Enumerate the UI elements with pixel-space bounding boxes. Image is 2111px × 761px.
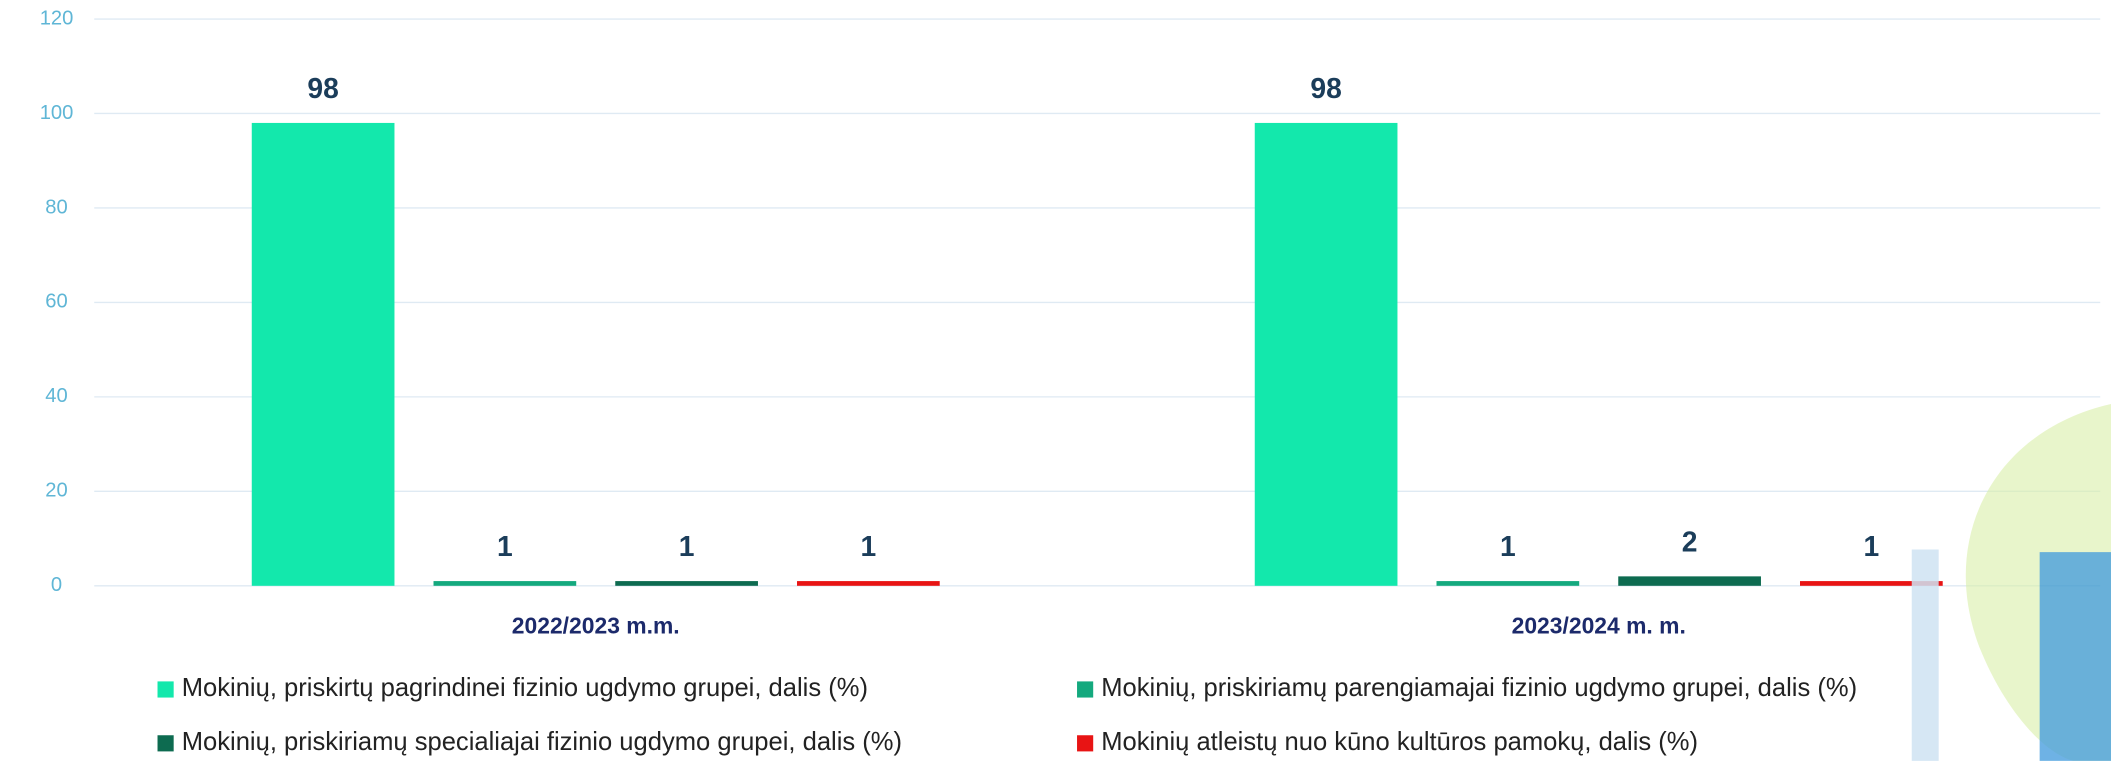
bar xyxy=(433,581,577,586)
x-tick-label: 2022/2023 m.m. xyxy=(512,613,680,639)
bar xyxy=(1800,581,1943,586)
legend-label: Mokinių atleistų nuo kūno kultūros pamok… xyxy=(1101,728,1698,756)
data-label: 1 xyxy=(679,530,695,562)
data-label: 98 xyxy=(307,72,338,104)
x-tick-label: 2023/2024 m. m. xyxy=(1512,613,1686,639)
bar xyxy=(1436,581,1580,586)
data-label: 1 xyxy=(1500,530,1516,562)
bar xyxy=(797,581,940,586)
legend-swatch xyxy=(1077,735,1094,752)
data-label: 1 xyxy=(497,530,513,562)
data-label: 1 xyxy=(860,530,876,562)
bar xyxy=(615,581,758,586)
y-tick-label: 120 xyxy=(40,7,74,29)
legend-swatch xyxy=(157,735,174,752)
legend-label: Mokinių, priskiriamų parengiamajai fizin… xyxy=(1101,674,1857,702)
bar xyxy=(251,122,395,586)
legend-swatch xyxy=(1077,681,1094,698)
bar xyxy=(1618,576,1761,586)
y-tick-label: 60 xyxy=(45,291,67,313)
y-tick-label: 0 xyxy=(51,574,62,596)
y-tick-label: 100 xyxy=(40,102,74,124)
data-label: 2 xyxy=(1682,526,1698,558)
bar xyxy=(1254,122,1398,586)
logo-decoration xyxy=(1911,404,2111,761)
legend-label: Mokinių, priskiriamų specialiajai fizini… xyxy=(182,728,902,756)
y-tick-label: 20 xyxy=(45,480,67,502)
data-label: 1 xyxy=(1863,530,1879,562)
data-label: 98 xyxy=(1310,72,1341,104)
y-tick-label: 40 xyxy=(45,385,67,407)
legend-swatch xyxy=(157,681,174,698)
y-tick-label: 80 xyxy=(45,196,67,218)
legend-label: Mokinių, priskirtų pagrindinei fizinio u… xyxy=(182,674,868,702)
